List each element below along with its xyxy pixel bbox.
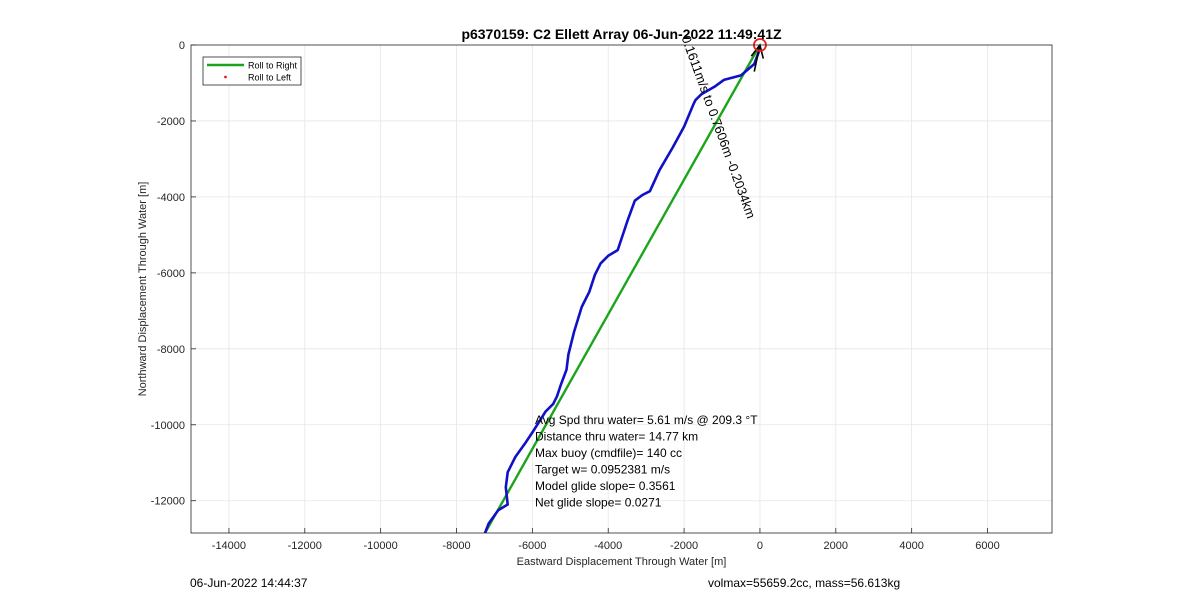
legend-swatch-roll-left [224, 75, 227, 79]
legend: Roll to Right Roll to Left [202, 56, 302, 86]
series-line-track [483, 50, 761, 533]
x-tick-label: -8000 [442, 540, 470, 552]
x-tick-label: -2000 [670, 540, 698, 552]
x-tick-label: 4000 [899, 540, 923, 552]
chart-title: p6370159: C2 Ellett Array 06-Jun-2022 11… [461, 26, 782, 42]
series-layer [483, 45, 762, 533]
overlay-layer: 0.1611m/s to 0.7606m -0.2034km [679, 34, 767, 221]
stat-line: Avg Spd thru water= 5.61 m/s @ 209.3 °T [535, 413, 758, 427]
axes-frame [190, 44, 1053, 534]
y-tick-label: -10000 [151, 420, 185, 432]
stat-line: Max buoy (cmdfile)= 140 cc [535, 446, 682, 460]
y-tick-label: -12000 [151, 496, 185, 508]
stats-annotation: Avg Spd thru water= 5.61 m/s @ 209.3 °T D… [535, 413, 758, 510]
tick-labels: -14000 -12000 -10000 -8000 -6000 -4000 -2000 0 2… [151, 40, 1000, 552]
stat-line: Target w= 0.0952381 m/s [535, 463, 670, 477]
x-tick-label: -12000 [288, 540, 322, 552]
footer-timestamp: 06-Jun-2022 14:44:37 [190, 576, 308, 590]
stat-line: Model glide slope= 0.3561 [535, 479, 676, 493]
y-axis-label: Northward Displacement Through Water [m] [137, 182, 149, 397]
x-tick-label: -14000 [212, 540, 246, 552]
y-tick-label: 0 [179, 40, 185, 52]
x-axis-label: Eastward Displacement Through Water [m] [517, 556, 727, 568]
series-line-roll-right [483, 45, 762, 533]
y-tick-label: -4000 [157, 192, 185, 204]
stat-line: Distance thru water= 14.77 km [535, 430, 698, 444]
y-tick-label: -8000 [157, 344, 185, 356]
x-tick-label: -10000 [364, 540, 398, 552]
current-arrow-shaft [753, 44, 761, 72]
legend-label-roll-left: Roll to Left [248, 73, 292, 83]
x-tick-label: -4000 [594, 540, 622, 552]
legend-label-roll-right: Roll to Right [248, 61, 298, 71]
legend-box [202, 56, 302, 86]
stat-line: Net glide slope= 0.0271 [535, 496, 662, 510]
x-tick-label: -6000 [518, 540, 546, 552]
x-tick-label: 2000 [824, 540, 848, 552]
y-tick-label: -6000 [157, 268, 185, 280]
footer-volmass: volmax=55659.2cc, mass=56.613kg [708, 576, 901, 590]
current-arrow-label: 0.1611m/s to 0.7606m -0.2034km [679, 34, 759, 221]
x-tick-label: 0 [757, 540, 763, 552]
x-tick-label: 6000 [975, 540, 999, 552]
y-tick-label: -2000 [157, 116, 185, 128]
